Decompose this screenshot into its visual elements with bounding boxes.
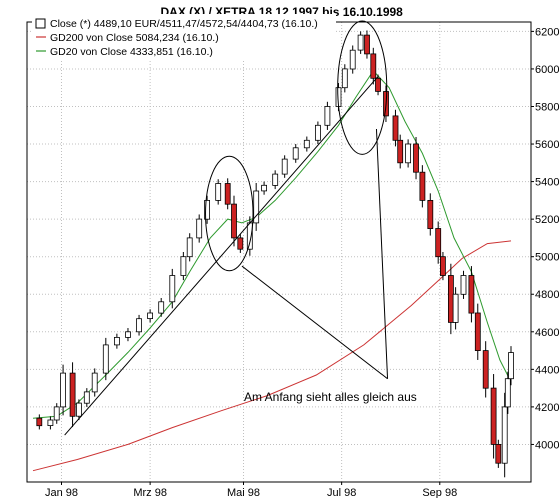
x-tick-label: Jan 98 [45,487,78,498]
candle-down [370,53,377,79]
gd20-line [32,69,512,419]
candle-down [495,443,502,464]
y-tick-label: 5400 [535,177,559,189]
candle-down [392,115,399,141]
y-tick-label: 4400 [535,364,559,376]
candle-up [215,183,222,201]
legend-gd200-label: GD200 von Close 5084,234 (16.10.) [50,32,219,44]
y-tick-label: 4800 [535,289,559,301]
legend-background [32,14,336,60]
annotation-overlay [64,20,389,436]
candle-up [147,312,154,319]
candle-up [349,49,356,70]
candle-up [186,237,193,258]
y-tick-label: 5800 [535,101,559,113]
candle-up [303,139,310,149]
candle-down [397,139,404,164]
candle-down [468,275,475,314]
annotation-text: Am Anfang sieht alles gleich aus [244,390,417,404]
candle-down [427,199,434,229]
gd200-line [32,240,512,472]
annotation-pointer [375,128,389,379]
candle-down [69,372,76,417]
candle-down [447,275,454,323]
candle-down [375,77,381,92]
candle-up [261,184,268,192]
candle-down [439,256,446,276]
candle-up [83,391,90,404]
x-tick-label: Mrz 98 [133,487,167,498]
candle-down [435,228,442,258]
y-tick-label: 4000 [535,439,559,451]
x-tick-label: Jul 98 [327,487,356,498]
candle-down [237,237,244,250]
highlight-ellipse [337,20,388,155]
legend-close-label: Close (*) 4489,10 EUR/4511,47/4572,54/44… [50,18,318,30]
x-tick-label: Sep 98 [422,487,457,498]
candle-up [53,406,60,421]
legend-candle-icon [35,18,46,29]
candle-down [419,171,426,201]
y-tick-label: 5200 [535,214,559,226]
candle-up [169,275,176,303]
candle-up [196,218,203,239]
y-tick-label: 6200 [535,26,559,38]
y-tick-label: 5000 [535,252,559,264]
candle-up [324,106,331,126]
candle-up [136,318,142,333]
x-tick-label: Mai 98 [227,487,260,498]
candle-up [405,143,412,164]
candle-up [341,68,348,89]
candle-up [292,147,299,160]
y-tick-label: 6000 [535,64,559,76]
candle-up [102,344,109,374]
candle-up [460,275,467,295]
candle-up [204,199,211,220]
candle-down [413,143,419,173]
y-tick-label: 5600 [535,139,559,151]
candle-down [224,183,231,205]
candle-up [125,331,131,338]
candle-up [47,419,54,426]
legend-gd20-label: GD20 von Close 4333,851 (16.10.) [50,46,213,58]
annotation-pointer [241,265,388,380]
candle-up [281,158,288,175]
candle-up [452,293,459,323]
candle-up [501,406,508,464]
candle-up [357,34,364,51]
candle-down [490,387,497,445]
y-tick-label: 4200 [535,402,559,414]
candle-up [314,124,321,141]
candle-up [158,301,165,314]
y-tick-label: 4600 [535,327,559,339]
candle-up [508,352,514,380]
candle-down [482,350,489,389]
highlight-ellipse [205,155,254,272]
candle-up [180,256,187,276]
candle-up [253,190,260,224]
candle-down [474,312,481,351]
legend: Close (*) 4489,10 EUR/4511,47/4572,54/44… [32,14,336,60]
candle-up [504,378,511,408]
candle-down [231,203,237,239]
candle-up [114,336,120,346]
candle-up [272,173,279,186]
candle-down [36,417,43,427]
candle-up [91,372,98,393]
gd200-line-group [32,240,512,472]
candle-down [364,34,370,55]
candle-up [76,402,82,417]
candle-up [60,372,66,408]
trendline [64,76,379,436]
gd20-line-group [32,69,512,419]
axes: 4000 4200 4400 4600 4800 5000 5200 5400 5600 5800… [45,26,560,499]
